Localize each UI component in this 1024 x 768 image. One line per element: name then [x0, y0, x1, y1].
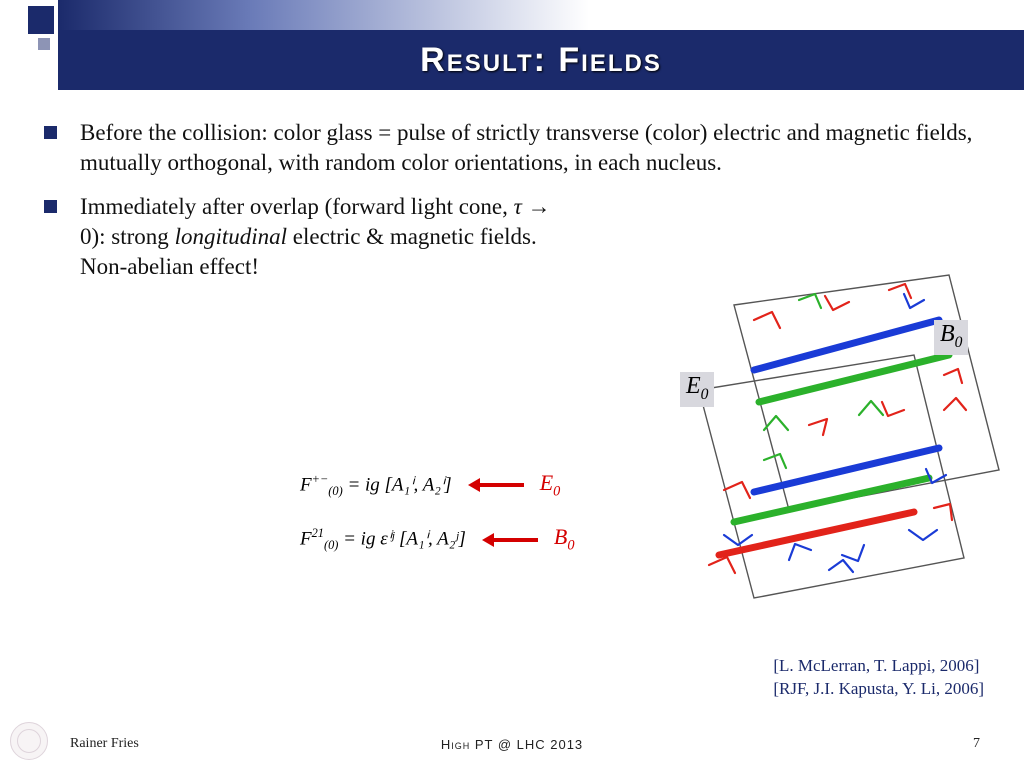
arrow-left-icon — [468, 478, 524, 492]
equation-label: B0 — [554, 524, 575, 554]
footer: Rainer Fries High PT @ LHC 2013 7 — [0, 730, 1024, 758]
footer-conference: High PT @ LHC 2013 — [441, 737, 583, 752]
diagram-label-B: B0 — [934, 320, 968, 355]
diagram-label-E: E0 — [680, 372, 714, 407]
field-diagram: E0 B0 — [604, 260, 1004, 620]
equations-block: F+−(0) = ig [A₁ⁱ, A₂ⁱ] E0 F21(0) = ig εⁱ… — [300, 470, 620, 579]
bullet-item: Immediately after overlap (forward light… — [38, 192, 558, 282]
bullet-list: Before the collision: color glass = puls… — [38, 118, 994, 281]
equation-text: F+−(0) = ig [A₁ⁱ, A₂ⁱ] — [300, 472, 452, 499]
page-title: Result: Fields — [420, 41, 662, 80]
footer-page: 7 — [973, 736, 980, 752]
bullet-item: Before the collision: color glass = puls… — [38, 118, 994, 178]
references: [L. McLerran, T. Lappi, 2006] [RJF, J.I.… — [773, 655, 984, 701]
arrow-left-icon — [482, 533, 538, 547]
bullet-text: Before the collision: color glass = puls… — [80, 120, 972, 175]
equation-row: F21(0) = ig εⁱʲ [A₁ⁱ, A₂ʲ] B0 — [300, 524, 620, 554]
equation-label: E0 — [540, 470, 561, 500]
equation-row: F+−(0) = ig [A₁ⁱ, A₂ⁱ] E0 — [300, 470, 620, 500]
header-gradient — [58, 0, 1024, 30]
reference-line: [L. McLerran, T. Lappi, 2006] — [773, 655, 984, 678]
bullet-text: Immediately after overlap (forward light… — [80, 194, 551, 279]
reference-line: [RJF, J.I. Kapusta, Y. Li, 2006] — [773, 678, 984, 701]
footer-author: Rainer Fries — [70, 736, 139, 752]
header-band: Result: Fields — [58, 30, 1024, 90]
equation-text: F21(0) = ig εⁱʲ [A₁ⁱ, A₂ʲ] — [300, 526, 466, 553]
